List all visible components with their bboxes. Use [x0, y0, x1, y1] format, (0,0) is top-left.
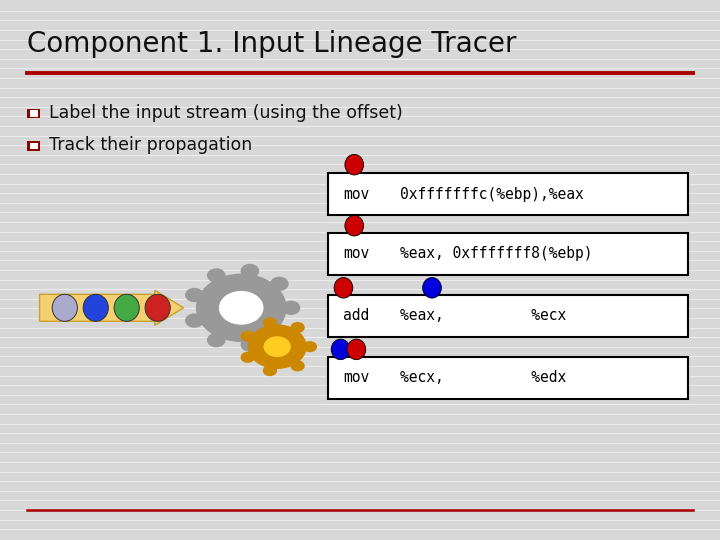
FancyBboxPatch shape	[30, 143, 38, 149]
Circle shape	[241, 353, 254, 362]
Circle shape	[291, 361, 304, 370]
Ellipse shape	[423, 278, 441, 298]
Text: %eax, 0xfffffff8(%ebp): %eax, 0xfffffff8(%ebp)	[400, 246, 592, 261]
Ellipse shape	[84, 294, 109, 321]
Circle shape	[241, 338, 258, 351]
Circle shape	[264, 366, 276, 375]
Circle shape	[271, 278, 288, 291]
Bar	[328, 357, 688, 399]
Circle shape	[207, 269, 225, 282]
Ellipse shape	[114, 294, 140, 321]
Text: Track their propagation: Track their propagation	[49, 136, 252, 154]
Circle shape	[291, 323, 304, 333]
Ellipse shape	[345, 215, 364, 236]
FancyBboxPatch shape	[27, 109, 40, 118]
Circle shape	[264, 318, 276, 328]
Circle shape	[271, 325, 288, 338]
Ellipse shape	[345, 154, 364, 175]
Circle shape	[241, 265, 258, 278]
Text: mov: mov	[343, 246, 369, 261]
Ellipse shape	[52, 294, 78, 321]
Circle shape	[264, 337, 290, 356]
FancyArrow shape	[40, 291, 184, 325]
Text: 0xfffffffc(%ebp),%eax: 0xfffffffc(%ebp),%eax	[400, 187, 583, 202]
Circle shape	[197, 274, 286, 341]
Circle shape	[241, 331, 254, 341]
Text: mov: mov	[343, 370, 369, 386]
Text: add: add	[343, 308, 369, 323]
Text: Label the input stream (using the offset): Label the input stream (using the offset…	[49, 104, 402, 122]
Circle shape	[282, 301, 300, 314]
Text: %eax,          %ecx: %eax, %ecx	[400, 308, 566, 323]
Circle shape	[248, 325, 306, 368]
Circle shape	[207, 334, 225, 347]
Ellipse shape	[331, 339, 350, 360]
Text: mov: mov	[343, 187, 369, 202]
Ellipse shape	[334, 278, 353, 298]
Text: Component 1. Input Lineage Tracer: Component 1. Input Lineage Tracer	[27, 30, 517, 58]
Bar	[328, 295, 688, 337]
Circle shape	[186, 314, 203, 327]
Bar	[328, 173, 688, 215]
Text: %ecx,          %edx: %ecx, %edx	[400, 370, 566, 386]
Bar	[328, 233, 688, 275]
Circle shape	[220, 292, 263, 324]
FancyBboxPatch shape	[30, 110, 38, 117]
FancyBboxPatch shape	[27, 141, 40, 151]
Ellipse shape	[145, 294, 171, 321]
Circle shape	[186, 288, 203, 301]
Circle shape	[303, 342, 316, 352]
Ellipse shape	[347, 339, 366, 360]
